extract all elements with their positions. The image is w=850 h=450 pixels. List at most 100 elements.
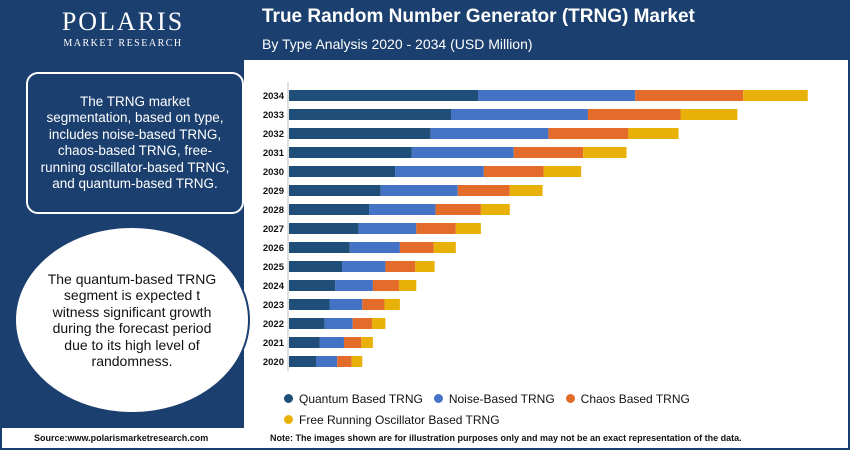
legend-marker bbox=[284, 415, 293, 424]
bar-segment bbox=[548, 128, 629, 139]
y-tick-label: 2023 bbox=[263, 300, 284, 311]
bar-segment bbox=[480, 204, 510, 215]
bar-segment bbox=[324, 318, 353, 329]
bar-segment bbox=[743, 90, 808, 101]
y-tick-label: 2032 bbox=[263, 129, 284, 140]
bar-segment bbox=[358, 223, 417, 234]
bar-segment bbox=[289, 337, 320, 348]
legend-label: Chaos Based TRNG bbox=[580, 391, 690, 406]
bar-segment bbox=[399, 242, 434, 253]
y-tick-label: 2020 bbox=[263, 357, 284, 368]
header-bar bbox=[244, 2, 848, 60]
legend-marker bbox=[433, 394, 443, 403]
bar-segment bbox=[513, 147, 584, 158]
bar-segment bbox=[509, 185, 543, 196]
legend-item: Free Running Oscillator Based TRNG bbox=[284, 411, 500, 428]
stacked-bar-chart: 2034 2033 2032 2031 2030 2029 2028 2027 2026 2025… bbox=[263, 82, 808, 371]
bar-segment bbox=[543, 166, 582, 177]
bar-segment bbox=[289, 299, 330, 310]
y-tick-label: 2033 bbox=[263, 110, 284, 121]
legend-label: Quantum Based TRNG bbox=[299, 391, 423, 406]
bar-segment bbox=[478, 90, 636, 101]
y-tick-label: 2027 bbox=[263, 224, 284, 235]
legend-label: Noise-Based TRNG bbox=[448, 391, 555, 406]
bar-segment bbox=[371, 318, 386, 329]
legend-item: Chaos Based TRNG bbox=[565, 390, 690, 407]
bar-segment bbox=[369, 204, 436, 215]
segmentation-info-box: The TRNG market segmentation, based on t… bbox=[26, 72, 244, 214]
bar-segment bbox=[457, 185, 510, 196]
bar-segment bbox=[680, 109, 738, 120]
bar-segment bbox=[384, 299, 400, 310]
chart-title: True Random Number Generator (TRNG) Mark… bbox=[262, 6, 695, 27]
bar-segment bbox=[289, 90, 478, 101]
y-tick-label: 2026 bbox=[263, 243, 284, 254]
logo-subtitle: MARKET RESEARCH bbox=[63, 38, 183, 49]
highlight-text: The quantum-based TRNG segment is expect… bbox=[47, 270, 217, 370]
bar-segment bbox=[435, 204, 481, 215]
highlight-circle: The quantum-based TRNG segment is expect… bbox=[14, 226, 250, 414]
bar-segment bbox=[380, 185, 458, 196]
source-text: Source:www.polarismarketresearch.com bbox=[34, 433, 209, 443]
bar-segment bbox=[635, 90, 744, 101]
legend-marker bbox=[284, 394, 293, 403]
bar-segment bbox=[343, 337, 362, 348]
bar-segment bbox=[289, 147, 412, 158]
bar-segment bbox=[352, 318, 372, 329]
bar-segment bbox=[483, 166, 544, 177]
chart-subtitle: By Type Analysis 2020 - 2034 (USD Millio… bbox=[262, 36, 533, 52]
bar-segment bbox=[351, 356, 363, 367]
bar-segment bbox=[362, 299, 385, 310]
bar-segment bbox=[329, 299, 363, 310]
y-tick-label: 2031 bbox=[263, 148, 285, 159]
y-tick-label: 2030 bbox=[263, 167, 284, 178]
y-tick-label: 2021 bbox=[263, 338, 285, 349]
legend-item: Noise-Based TRNG bbox=[433, 390, 555, 407]
bar-segment bbox=[289, 204, 370, 215]
bar-segment bbox=[433, 242, 456, 253]
y-tick-label: 2028 bbox=[263, 205, 284, 216]
bar-segment bbox=[398, 280, 417, 291]
bar-segment bbox=[415, 261, 435, 272]
y-tick-label: 2034 bbox=[263, 91, 285, 102]
logo-name: POLARIS bbox=[61, 7, 185, 36]
bar-segment bbox=[289, 166, 396, 177]
y-tick-label: 2025 bbox=[263, 262, 285, 273]
bar-segment bbox=[349, 242, 400, 253]
bar-segment bbox=[289, 242, 350, 253]
bar-segment bbox=[451, 109, 588, 120]
bar-segment bbox=[319, 337, 344, 348]
bar-segment bbox=[455, 223, 481, 234]
bar-segment bbox=[342, 261, 386, 272]
legend-label: Free Running Oscillator Based TRNG bbox=[299, 412, 500, 427]
disclaimer-note: Note: The images shown are for illustrat… bbox=[270, 433, 742, 443]
bar-segment bbox=[583, 147, 627, 158]
chart-legend: Quantum Based TRNG Noise-Based TRNG Chaos … bbox=[284, 390, 704, 432]
y-tick-label: 2024 bbox=[263, 281, 285, 292]
bar-segment bbox=[289, 318, 325, 329]
bar-segment bbox=[385, 261, 416, 272]
bar-segment bbox=[289, 185, 381, 196]
bar-segment bbox=[289, 128, 431, 139]
bar-segment bbox=[395, 166, 484, 177]
bar-segment bbox=[337, 356, 352, 367]
bar-segment bbox=[316, 356, 338, 367]
bar-segment bbox=[430, 128, 549, 139]
y-tick-label: 2022 bbox=[263, 319, 284, 330]
bar-segment bbox=[361, 337, 373, 348]
company-logo: POLARIS MARKET RESEARCH bbox=[28, 7, 218, 50]
bar-segment bbox=[289, 109, 451, 120]
y-tick-label: 2029 bbox=[263, 186, 284, 197]
bar-segment bbox=[289, 223, 359, 234]
segmentation-info-text: The TRNG market segmentation, based on t… bbox=[40, 93, 230, 192]
bar-segment bbox=[289, 261, 343, 272]
legend-marker bbox=[565, 394, 575, 403]
bar-segment bbox=[416, 223, 456, 234]
bar-segment bbox=[411, 147, 514, 158]
bar-segment bbox=[289, 280, 336, 291]
bar-segment bbox=[587, 109, 681, 120]
bar-segment bbox=[335, 280, 373, 291]
legend-item: Quantum Based TRNG bbox=[284, 390, 423, 407]
bar-segment bbox=[372, 280, 399, 291]
